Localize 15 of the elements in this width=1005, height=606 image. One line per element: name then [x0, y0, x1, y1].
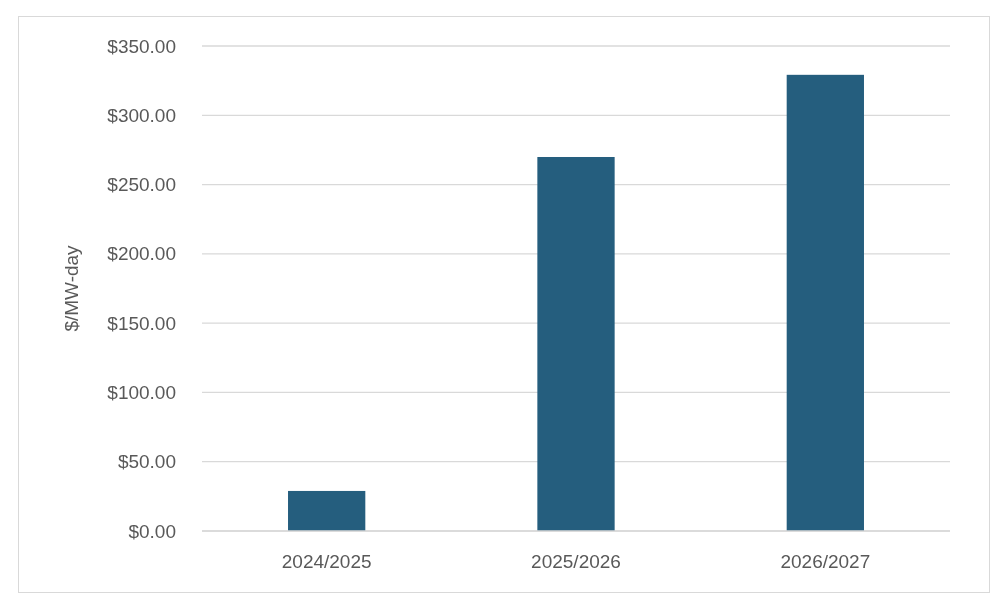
bar — [786, 74, 864, 531]
y-tick-label: $50.00 — [117, 451, 176, 473]
x-tick-label: 2024/2025 — [281, 551, 372, 573]
y-tick-label: $200.00 — [107, 243, 176, 265]
y-tick-label: $250.00 — [107, 174, 176, 196]
y-tick-label: $350.00 — [107, 35, 176, 57]
y-axis-title: $/MW-day — [61, 244, 82, 332]
x-tick-label: 2026/2027 — [780, 551, 871, 573]
bar — [288, 490, 366, 531]
y-tick-label: $300.00 — [107, 104, 176, 126]
y-tick-label: $150.00 — [107, 312, 176, 334]
x-tick-label: 2025/2026 — [531, 551, 621, 573]
bar — [537, 157, 615, 531]
y-tick-label: $100.00 — [107, 382, 176, 404]
y-tick-label: $0.00 — [128, 520, 176, 542]
